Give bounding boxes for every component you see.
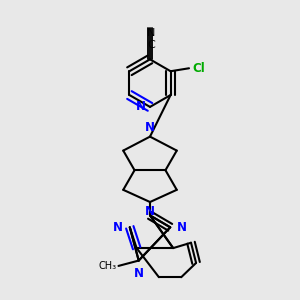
- Text: Cl: Cl: [192, 62, 205, 75]
- Text: N: N: [147, 28, 155, 38]
- Text: N: N: [134, 267, 144, 280]
- Text: N: N: [136, 100, 146, 113]
- Text: N: N: [145, 205, 155, 218]
- Text: N: N: [145, 121, 155, 134]
- Text: C: C: [147, 40, 155, 50]
- Text: N: N: [177, 221, 187, 234]
- Text: N: N: [113, 221, 123, 234]
- Text: CH₃: CH₃: [99, 261, 117, 271]
